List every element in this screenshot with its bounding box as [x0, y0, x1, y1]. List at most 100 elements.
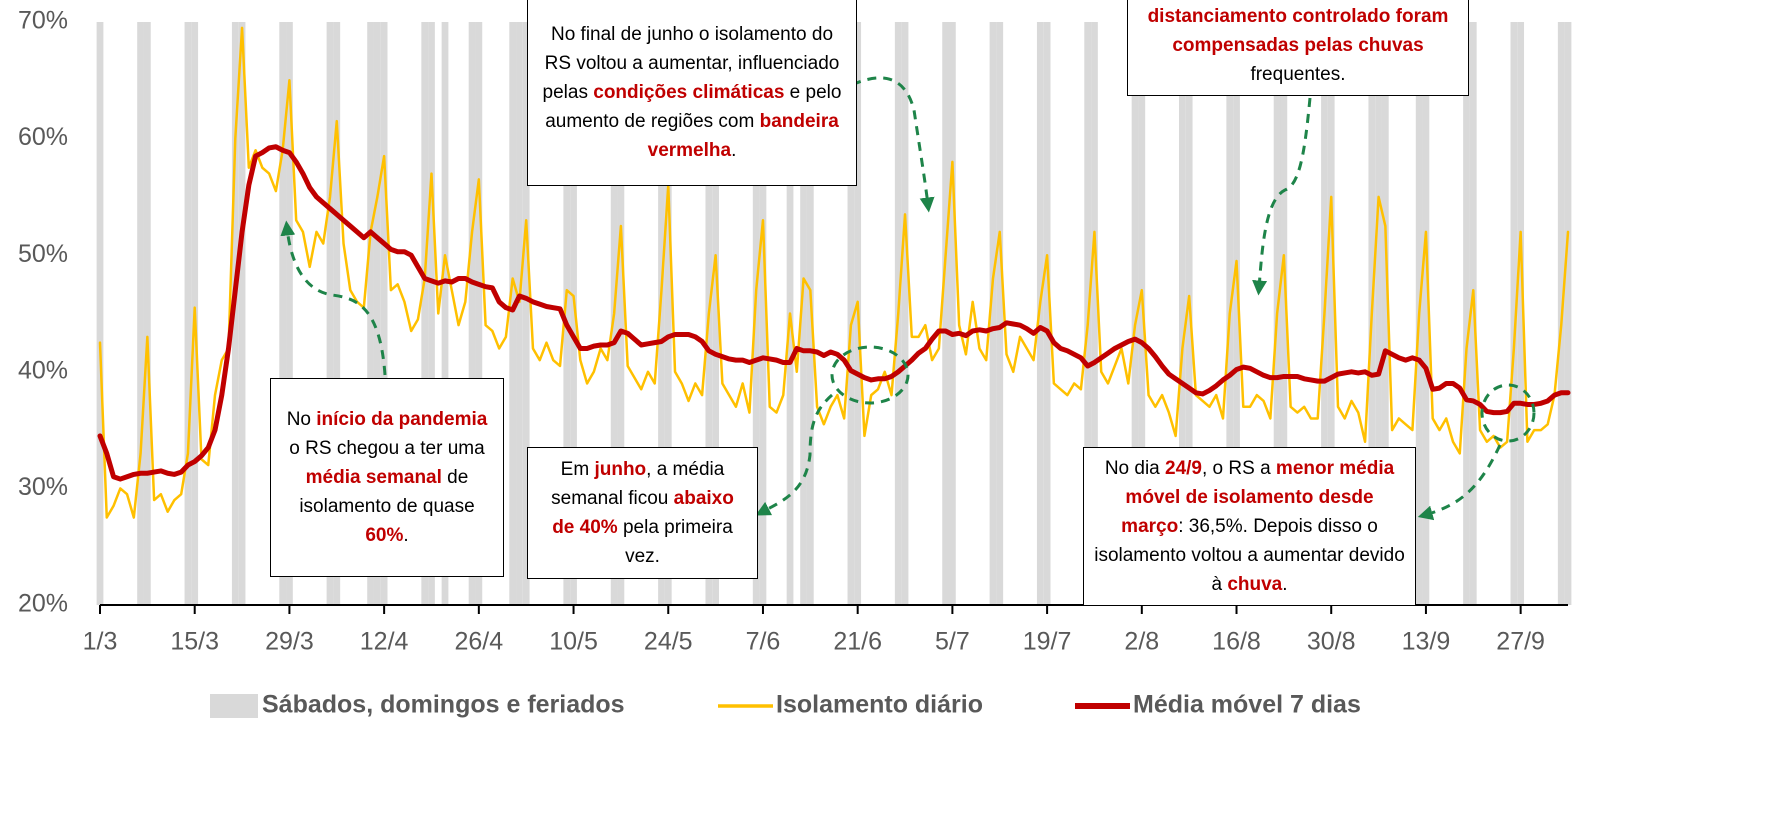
highlight-text: junho [594, 459, 647, 480]
weekend-bar [1327, 22, 1335, 605]
weekend-bar [522, 22, 530, 605]
weekend-bar [509, 22, 517, 605]
weekend-bar [143, 22, 151, 605]
annotation-text: distanciamento controlado foram compensa… [1138, 2, 1458, 89]
x-tick-label: 19/7 [1023, 628, 1072, 656]
weekend-bar [184, 22, 192, 605]
highlight-text: chuva [1227, 574, 1283, 595]
weekend-bar [570, 22, 577, 605]
annotation-part: , a média semanal ficou [551, 459, 725, 509]
highlight-ellipse [1480, 383, 1536, 443]
weekend-bar [380, 22, 388, 605]
highlight-text: distanciamento controlado foram compensa… [1147, 6, 1449, 56]
weekend-bar [942, 22, 950, 605]
highlight-text: média semanal [305, 467, 442, 488]
annotation-part: No dia [1104, 458, 1166, 479]
x-tick-label: 5/7 [935, 628, 970, 656]
highlight-text: condições climáticas [593, 81, 785, 103]
highlight-text: menor média móvel de isolamento desde ma… [1121, 458, 1395, 537]
y-tick-label: 70% [18, 7, 68, 35]
legend-label: Sábados, domingos e feriados [262, 691, 625, 719]
weekend-bar [238, 22, 246, 605]
weekend-bar [752, 22, 760, 605]
x-tick-label: 13/9 [1402, 628, 1451, 656]
annotation-text: No início da pandemia o RS chegou a ter … [281, 405, 493, 550]
x-tick-label: 10/5 [549, 628, 598, 656]
weekend-bar [1517, 22, 1525, 605]
arrow [837, 76, 935, 213]
weekend-bar [1131, 22, 1139, 605]
weekend-bar [1091, 22, 1098, 605]
weekend-bar [1179, 22, 1186, 605]
line-series [97, 144, 1571, 482]
weekend-bar [286, 22, 293, 605]
weekend-bar [759, 22, 767, 605]
highlight-text: 24/9 [1165, 458, 1202, 479]
weekend-bar [1564, 22, 1572, 605]
weekend-bar [516, 22, 523, 605]
x-tick-label: 24/5 [644, 628, 693, 656]
annotation-box: distanciamento controlado foram compensa… [1127, 0, 1469, 96]
annotation-part: , o RS a [1202, 458, 1276, 479]
highlight-text: início da pandemia [316, 409, 488, 430]
annotation-part: : 36,5%. Depois disso o isolamento volto… [1094, 516, 1405, 595]
highlight-text: bandeira vermelha [647, 110, 839, 161]
highlight-text: 60% [365, 525, 404, 546]
weekend-bar [428, 22, 435, 605]
x-tick-label: 12/4 [360, 628, 409, 656]
y-tick-label: 50% [18, 240, 68, 268]
weekend-bar [658, 22, 665, 605]
annotation-part: . [403, 525, 409, 546]
weekend-bar [712, 22, 719, 605]
weekend-bar [367, 22, 374, 605]
weekend-bar [1422, 22, 1430, 605]
x-tick-label: 16/8 [1212, 628, 1261, 656]
weekend-bar [847, 22, 855, 605]
annotation-text: No final de junho o isolamento do RS vol… [538, 20, 846, 165]
weekend-bar [279, 22, 287, 605]
annotation-part: No final de junho o isolamento do RS vol… [542, 23, 840, 103]
x-tick-label: 26/4 [455, 628, 504, 656]
x-tick-label: 1/3 [83, 628, 118, 656]
x-tick-label: 27/9 [1496, 628, 1545, 656]
weekend-bar [1375, 22, 1382, 605]
x-tick-label: 29/3 [265, 628, 314, 656]
weekend-bar [96, 22, 104, 605]
x-tick-label: 7/6 [746, 628, 781, 656]
weekend-bar [421, 22, 429, 605]
weekend-bar [333, 22, 341, 605]
x-tick-label: 2/8 [1124, 628, 1159, 656]
x-tick-label: 15/3 [170, 628, 219, 656]
annotation-part: de isolamento de quase [299, 467, 475, 517]
annotation-box: No início da pandemia o RS chegou a ter … [270, 378, 504, 577]
annotation-part: e pelo aumento de regiões com [545, 81, 842, 132]
arrows [280, 76, 1536, 521]
annotation-text: No dia 24/9, o RS a menor média móvel de… [1094, 454, 1405, 599]
legend-label: Média móvel 7 dias [1133, 691, 1361, 719]
weekend-bar [441, 22, 449, 605]
annotation-part: frequentes. [1250, 64, 1346, 85]
x-tick-label: 21/6 [833, 628, 882, 656]
weekend-bar [468, 22, 476, 605]
annotation-box: No dia 24/9, o RS a menor média móvel de… [1083, 447, 1416, 606]
plot-area: 20% 30% 40% 50% 60% 70% 1/3 15/3 29/3 12/4 26/4 10/… [18, 7, 1572, 656]
weekend-bar [563, 22, 571, 605]
annotation-text: Em junho, a média semanal ficou abaixo d… [538, 455, 747, 571]
annotation-part: No [286, 409, 317, 430]
weekend-bar [373, 22, 381, 605]
weekend-bar [989, 22, 997, 605]
highlight-ellipse [830, 345, 910, 405]
annotation-part: o RS chegou a ter uma [289, 438, 485, 459]
annotation-box: No final de junho o isolamento do RS vol… [527, 0, 857, 186]
weekend-bar [137, 22, 144, 605]
annotation-part: . [731, 139, 737, 161]
annotation-part: . [1282, 574, 1288, 595]
weekend-bar [1463, 22, 1470, 605]
weekend-bar [617, 22, 625, 605]
y-tick-label: 40% [18, 356, 68, 384]
arrow [755, 393, 833, 516]
x-tick-label: 30/8 [1307, 628, 1356, 656]
weekend-bar [806, 22, 814, 605]
y-tick-label: 60% [18, 123, 68, 151]
line-series [98, 26, 1570, 519]
